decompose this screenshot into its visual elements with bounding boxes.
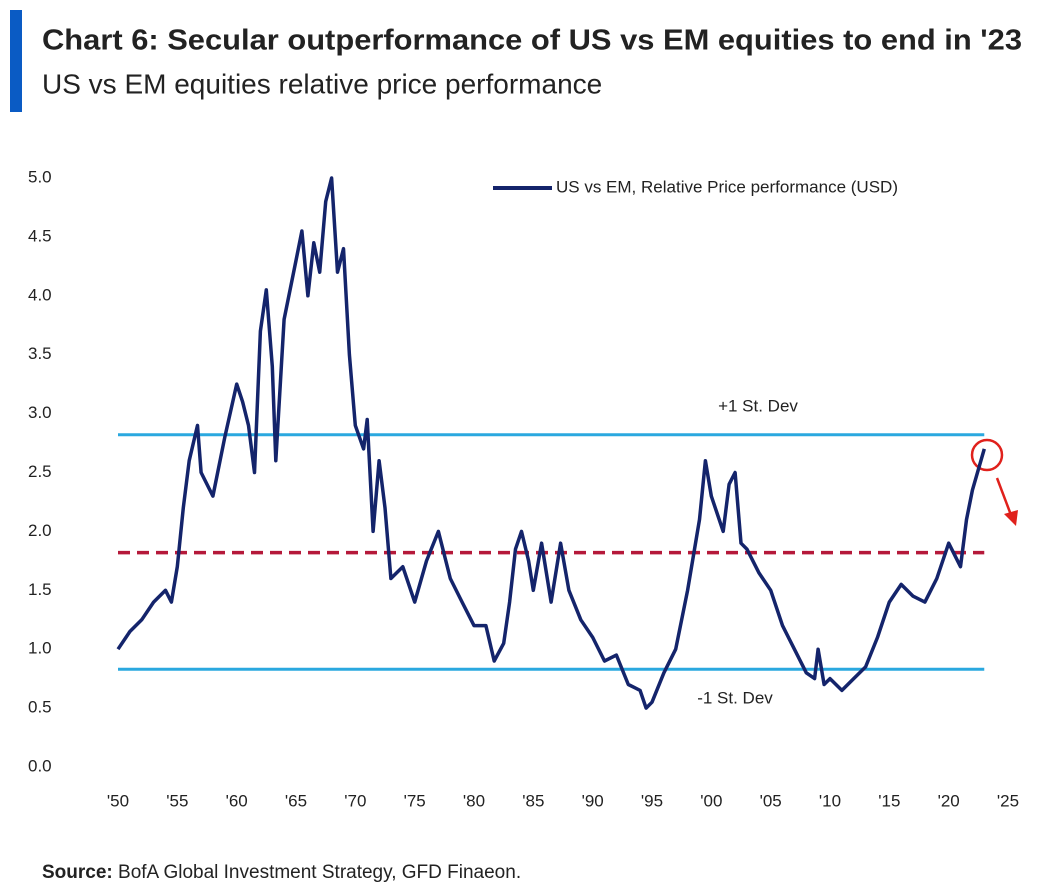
x-tick-label: '85 bbox=[522, 791, 544, 810]
x-tick-label: '15 bbox=[878, 791, 900, 810]
x-tick-label: '80 bbox=[463, 791, 485, 810]
y-tick-label: 4.0 bbox=[28, 285, 52, 304]
x-tick-label: '55 bbox=[166, 791, 188, 810]
y-tick-label: 0.5 bbox=[28, 698, 52, 717]
y-tick-label: 0.0 bbox=[28, 756, 52, 775]
y-tick-label: 2.5 bbox=[28, 462, 52, 481]
x-tick-label: '10 bbox=[819, 791, 841, 810]
y-tick-label: 3.5 bbox=[28, 344, 52, 363]
x-tick-label: '90 bbox=[582, 791, 604, 810]
x-tick-label: '50 bbox=[107, 791, 129, 810]
x-tick-label: '60 bbox=[226, 791, 248, 810]
arrow-head bbox=[1004, 510, 1018, 526]
y-tick-label: 2.0 bbox=[28, 521, 52, 540]
source-text: BofA Global Investment Strategy, GFD Fin… bbox=[118, 862, 521, 883]
x-tick-label: '65 bbox=[285, 791, 307, 810]
legend-label: US vs EM, Relative Price performance (US… bbox=[556, 177, 898, 196]
source-label: Source: bbox=[42, 862, 113, 883]
x-tick-label: '95 bbox=[641, 791, 663, 810]
x-tick-label: '70 bbox=[344, 791, 366, 810]
chart-title: Chart 6: Secular outperformance of US vs… bbox=[42, 25, 1022, 57]
y-tick-label: 1.5 bbox=[28, 580, 52, 599]
reference-label: +1 St. Dev bbox=[718, 396, 798, 415]
x-tick-label: '75 bbox=[404, 791, 426, 810]
y-tick-label: 1.0 bbox=[28, 639, 52, 658]
x-tick-label: '00 bbox=[700, 791, 722, 810]
x-tick-label: '25 bbox=[997, 791, 1019, 810]
series-line bbox=[116, 176, 986, 710]
x-tick-label: '20 bbox=[938, 791, 960, 810]
arrow-shaft bbox=[995, 477, 1013, 516]
y-tick-label: 5.0 bbox=[28, 167, 52, 186]
title-accent bbox=[10, 10, 22, 112]
source: Source: BofA Global Investment Strategy,… bbox=[42, 862, 521, 883]
reference-label: -1 St. Dev bbox=[697, 689, 773, 708]
chart-subtitle: US vs EM equities relative price perform… bbox=[42, 68, 602, 99]
highlight-circle bbox=[970, 438, 1004, 472]
y-tick-label: 3.0 bbox=[28, 403, 52, 422]
y-tick-label: 4.5 bbox=[28, 226, 52, 245]
x-tick-label: '05 bbox=[760, 791, 782, 810]
